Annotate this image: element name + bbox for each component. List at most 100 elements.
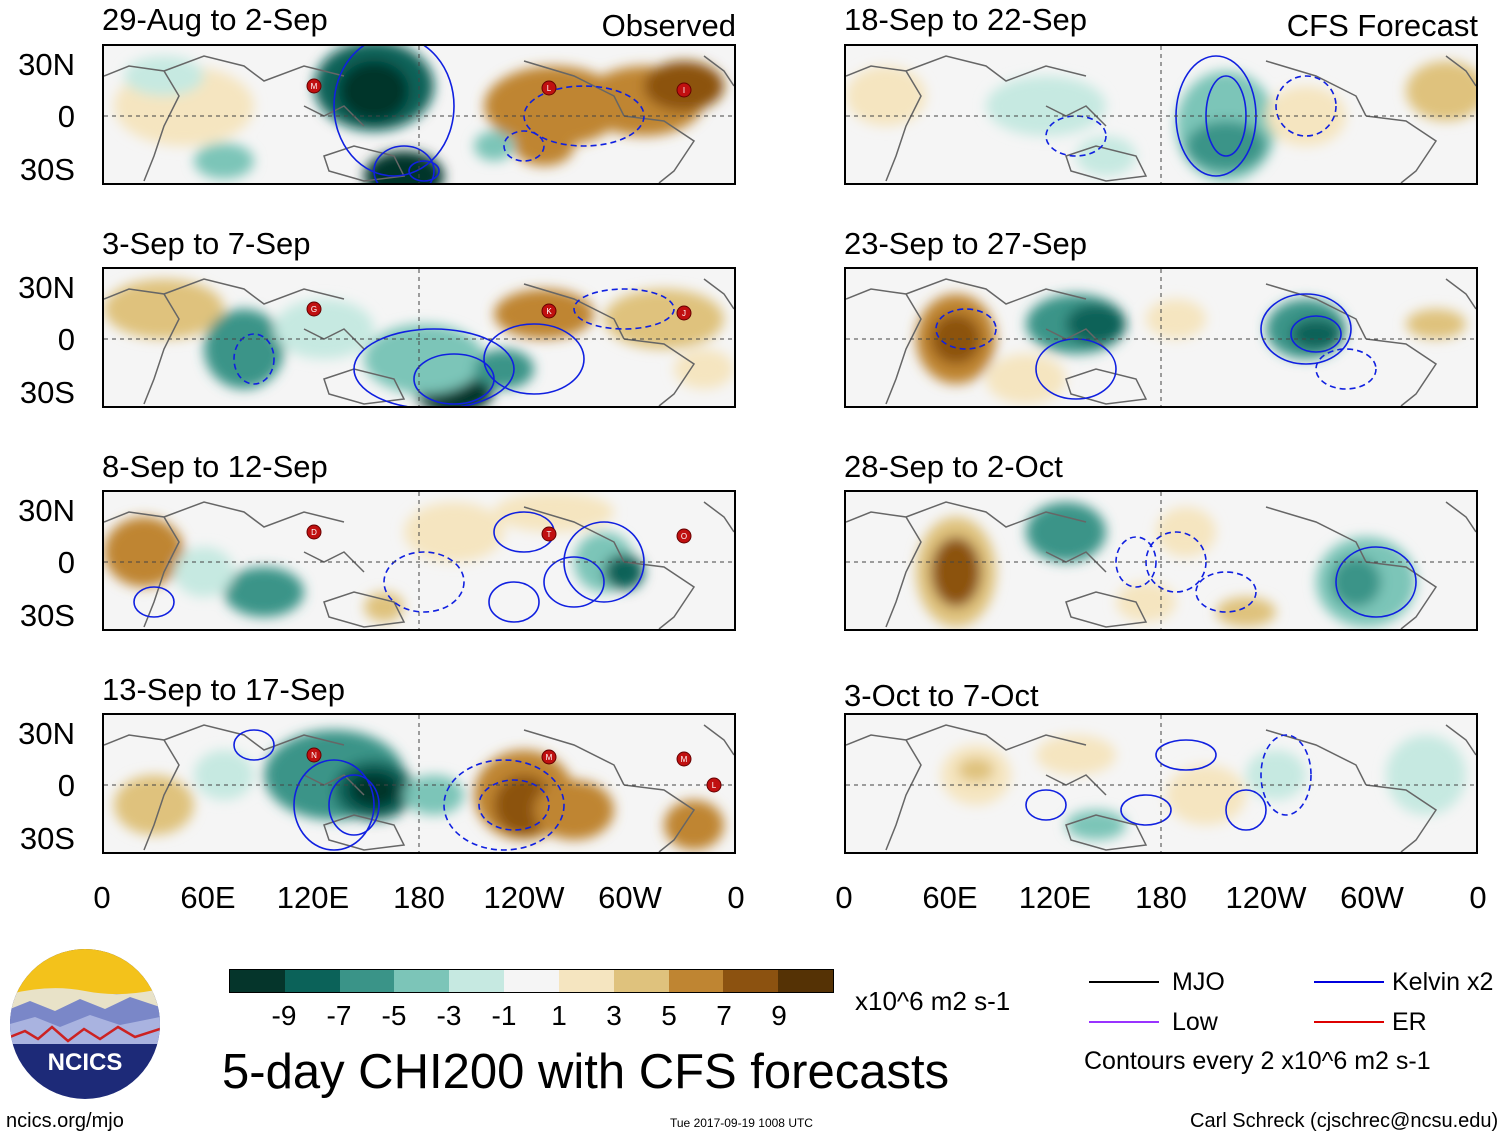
anomaly-blob <box>404 775 464 815</box>
lon-label: 0 <box>93 880 111 915</box>
storm-marker-icon: L <box>706 777 722 793</box>
kelvin-contour <box>488 581 540 623</box>
coastline <box>104 734 180 851</box>
anomaly-blob <box>104 279 224 339</box>
coastline <box>1265 283 1367 340</box>
kelvin-contour <box>1260 293 1352 365</box>
footer-url[interactable]: ncics.org/mjo <box>6 1110 124 1132</box>
coastline <box>104 65 180 182</box>
coastline <box>1265 60 1367 117</box>
coastline <box>1065 814 1148 851</box>
kelvin-contour <box>328 774 380 836</box>
map-canvas <box>846 492 1476 629</box>
kelvin-contour <box>1225 789 1267 831</box>
kelvin-contour <box>1290 315 1342 353</box>
anomaly-blob <box>1291 319 1341 349</box>
coastline <box>846 511 922 628</box>
lon-label: 0 <box>727 880 745 915</box>
storm-marker-icon: I <box>676 82 692 98</box>
panel-title: 18-Sep to 22-Sep <box>844 2 1088 37</box>
colorbar-cell <box>449 970 505 992</box>
lat-label: 30N <box>18 47 75 82</box>
coastline <box>1065 145 1148 182</box>
coastline <box>703 278 734 310</box>
colorbar-cell <box>723 970 779 992</box>
storm-marker-icon: M <box>676 751 692 767</box>
coastline <box>846 734 922 851</box>
anomaly-blob <box>1216 597 1276 627</box>
colorbar-cell <box>230 970 285 992</box>
anomaly-blob <box>931 537 981 607</box>
storm-marker-icon: D <box>306 524 322 540</box>
lat-label: 0 <box>57 545 75 580</box>
map-panel-forecast-1 <box>844 44 1478 185</box>
lon-label: 60W <box>1340 880 1404 915</box>
lat-label: 30S <box>19 598 75 633</box>
colorbar-cell <box>668 970 724 992</box>
coastline <box>703 501 734 533</box>
anomaly-blob <box>204 309 284 389</box>
coastline <box>1365 784 1438 852</box>
anomaly-blob <box>1066 810 1126 840</box>
lat-label: 0 <box>57 99 75 134</box>
coastline <box>846 65 922 182</box>
anomaly-blob <box>224 567 304 617</box>
storm-marker-icon: N <box>306 747 322 763</box>
kelvin-contour <box>573 288 675 330</box>
lat-label: 30S <box>19 375 75 410</box>
coastline <box>703 55 734 87</box>
colorbar-tick-label: 3 <box>606 1000 622 1031</box>
anomaly-blob <box>349 772 399 808</box>
coastline <box>623 115 696 183</box>
coastline <box>1265 729 1367 786</box>
kelvin-contour <box>373 145 435 183</box>
kelvin-contour <box>353 328 515 406</box>
panel-title: 3-Oct to 7-Oct <box>844 678 1039 713</box>
lat-label: 30S <box>19 821 75 856</box>
anomaly-blob <box>846 66 926 126</box>
storm-marker-icon: T <box>541 526 557 542</box>
colorbar-tick-label: -1 <box>491 1000 517 1031</box>
legend-line-kelvin <box>1314 981 1384 983</box>
colorbar-tick-label: 5 <box>661 1000 677 1031</box>
storm-letter: O <box>681 532 687 541</box>
anomaly-blob <box>534 780 614 840</box>
storm-letter: M <box>311 82 318 91</box>
panel-title: 13-Sep to 17-Sep <box>102 672 346 707</box>
anomaly-blob <box>1156 507 1216 557</box>
map-panel-forecast-4 <box>844 713 1478 854</box>
map-panel-forecast-3 <box>844 490 1478 631</box>
anomaly-blob <box>1066 304 1126 344</box>
coastline <box>623 784 696 852</box>
lon-label: 0 <box>1469 880 1487 915</box>
kelvin-contour <box>1315 348 1377 390</box>
kelvin-contour <box>333 46 455 177</box>
storm-marker-icon: K <box>541 303 557 319</box>
coastline <box>1365 561 1438 629</box>
map-panel-forecast-2 <box>844 267 1478 408</box>
anomaly-blob <box>1116 582 1176 622</box>
storm-letter: J <box>682 309 686 318</box>
anomaly-blob <box>174 547 234 597</box>
coastline <box>1365 338 1438 406</box>
coastline <box>905 724 1087 751</box>
lon-label: 60W <box>598 880 662 915</box>
colorbar-cell <box>613 970 669 992</box>
lat-label: 30N <box>18 493 75 528</box>
lat-label: 0 <box>57 322 75 357</box>
colorbar <box>229 969 834 993</box>
legend-label-er: ER <box>1392 1008 1427 1036</box>
colorbar-tick-label: 7 <box>716 1000 732 1031</box>
anomaly-blob <box>1186 121 1266 171</box>
coastline <box>703 724 734 756</box>
coastline <box>1445 278 1476 310</box>
coastline <box>905 55 1087 82</box>
kelvin-contour <box>1035 338 1117 400</box>
storm-marker-icon: G <box>306 301 322 317</box>
kelvin-contour <box>1335 546 1417 618</box>
kelvin-contour <box>233 333 275 385</box>
anomaly-blob <box>931 314 981 364</box>
